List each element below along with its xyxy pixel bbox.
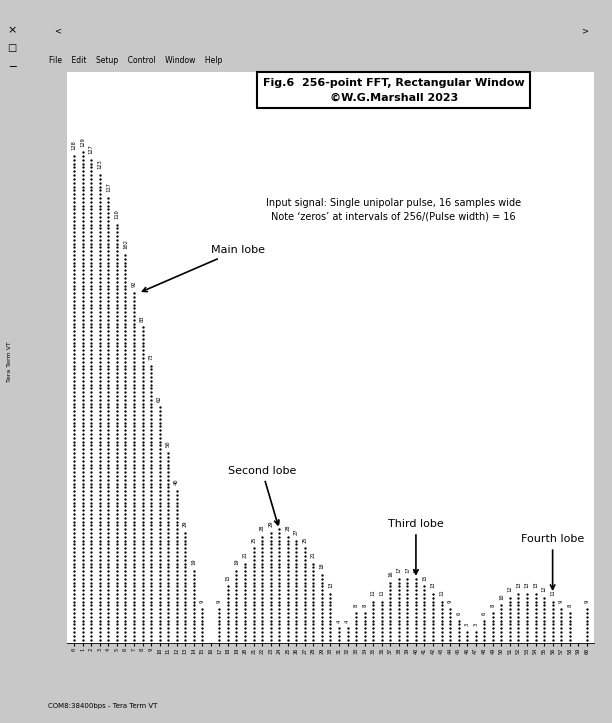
Text: 73: 73 — [149, 354, 154, 360]
Text: 110: 110 — [114, 209, 119, 219]
Text: 9: 9 — [217, 600, 222, 604]
Text: 40: 40 — [174, 479, 179, 485]
Text: 9: 9 — [584, 600, 589, 604]
Text: 27: 27 — [294, 529, 299, 535]
Text: 127: 127 — [89, 145, 94, 154]
Text: <: < — [54, 26, 61, 35]
Text: 8: 8 — [362, 604, 367, 607]
Text: 19: 19 — [192, 559, 196, 565]
Text: 15: 15 — [422, 574, 427, 581]
Text: 10: 10 — [499, 593, 504, 599]
Text: Fourth lobe: Fourth lobe — [521, 534, 584, 589]
Text: 129: 129 — [80, 137, 85, 147]
Text: 128: 128 — [72, 140, 76, 150]
Text: 13: 13 — [533, 582, 538, 589]
Text: Main lobe: Main lobe — [143, 245, 265, 291]
Text: 17: 17 — [397, 567, 401, 573]
Text: Fig.6  256-point FFT, Rectangular Window
©W.G.Marshall 2023: Fig.6 256-point FFT, Rectangular Window … — [263, 78, 524, 103]
Text: File    Edit    Setup    Control    Window    Help: File Edit Setup Control Window Help — [49, 56, 222, 64]
Text: 9: 9 — [559, 600, 564, 604]
Text: 25: 25 — [302, 536, 307, 542]
Text: 3: 3 — [473, 623, 478, 626]
Text: 11: 11 — [550, 589, 555, 596]
Text: 17: 17 — [414, 567, 419, 573]
Text: 21: 21 — [311, 552, 316, 558]
Text: Second lobe: Second lobe — [228, 466, 296, 525]
Text: 8: 8 — [354, 604, 359, 607]
Text: 11: 11 — [439, 589, 444, 596]
Text: 30: 30 — [277, 517, 282, 523]
Text: ×: × — [7, 25, 17, 35]
Text: 3: 3 — [465, 623, 469, 626]
Text: 28: 28 — [259, 525, 264, 531]
Text: 29: 29 — [183, 521, 188, 527]
Text: 12: 12 — [542, 586, 547, 592]
Text: 11: 11 — [379, 589, 384, 596]
Text: □: □ — [7, 43, 17, 54]
Text: Third lobe: Third lobe — [388, 519, 444, 574]
Text: 92: 92 — [132, 281, 136, 288]
Text: 13: 13 — [430, 582, 436, 589]
Text: 102: 102 — [123, 239, 128, 249]
Text: 15: 15 — [225, 574, 231, 581]
Text: COM8:38400bps - Tera Term VT: COM8:38400bps - Tera Term VT — [48, 703, 158, 709]
Text: 13: 13 — [328, 582, 333, 589]
Text: 17: 17 — [405, 567, 410, 573]
Text: 6: 6 — [456, 612, 461, 615]
Text: 13: 13 — [516, 582, 521, 589]
Text: 25: 25 — [251, 536, 256, 542]
Text: 29: 29 — [268, 521, 273, 527]
Text: 83: 83 — [140, 315, 145, 322]
Text: >: > — [581, 26, 589, 35]
Text: 13: 13 — [524, 582, 529, 589]
Text: 11: 11 — [371, 589, 376, 596]
Text: 28: 28 — [285, 525, 290, 531]
Text: 9: 9 — [447, 600, 453, 604]
Text: 16: 16 — [388, 570, 393, 577]
Text: 8: 8 — [567, 604, 572, 607]
Text: 123: 123 — [97, 160, 102, 169]
Text: Tera Term VT: Tera Term VT — [7, 341, 12, 382]
Text: 21: 21 — [242, 552, 247, 558]
Text: ─: ─ — [9, 61, 16, 72]
Text: 9: 9 — [200, 600, 205, 604]
Text: 8: 8 — [490, 604, 495, 607]
Text: 6: 6 — [482, 612, 487, 615]
Text: 4: 4 — [345, 620, 350, 623]
Text: 4: 4 — [337, 620, 341, 623]
Text: 18: 18 — [319, 562, 324, 569]
Text: 12: 12 — [507, 586, 512, 592]
Text: 19: 19 — [234, 559, 239, 565]
Text: 62: 62 — [157, 395, 162, 402]
Text: Input signal: Single unipolar pulse, 16 samples wide
Note ‘zeros’ at intervals o: Input signal: Single unipolar pulse, 16 … — [266, 198, 521, 222]
Text: 117: 117 — [106, 182, 111, 192]
Text: 50: 50 — [166, 441, 171, 448]
